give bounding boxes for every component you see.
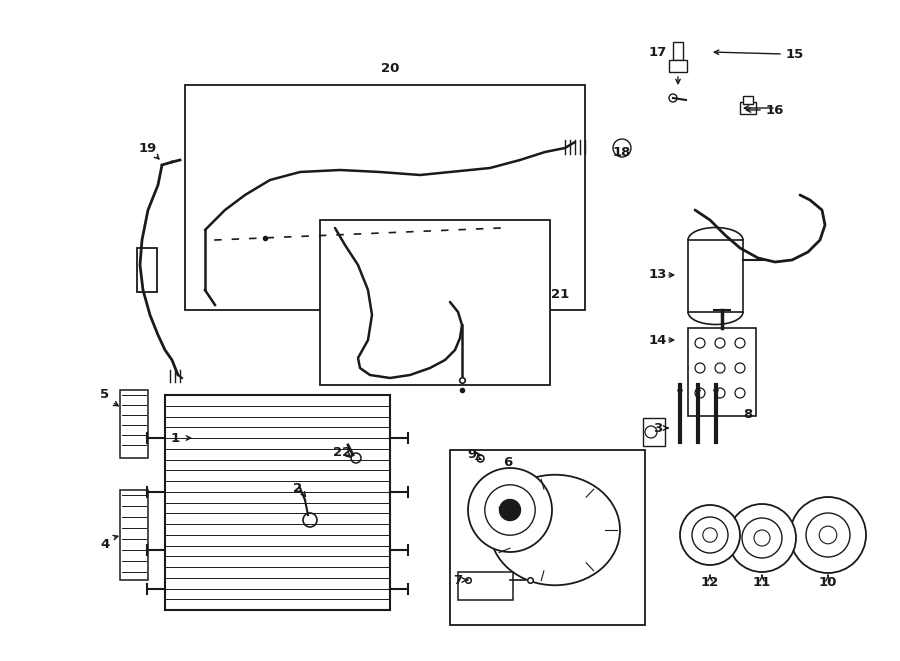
- Circle shape: [692, 517, 728, 553]
- Bar: [137, 248, 157, 292]
- Circle shape: [468, 468, 552, 552]
- Circle shape: [715, 338, 725, 348]
- Circle shape: [790, 497, 866, 573]
- Circle shape: [754, 530, 770, 546]
- Text: 15: 15: [786, 48, 804, 61]
- Circle shape: [680, 505, 740, 565]
- Circle shape: [806, 513, 850, 557]
- Circle shape: [703, 527, 717, 542]
- Circle shape: [728, 504, 796, 572]
- Circle shape: [645, 426, 657, 438]
- Bar: [643, 418, 665, 446]
- Text: 17: 17: [649, 46, 667, 59]
- Text: 6: 6: [503, 455, 513, 469]
- Circle shape: [735, 388, 745, 398]
- Text: 13: 13: [649, 268, 667, 282]
- Bar: [743, 96, 753, 104]
- Circle shape: [695, 388, 705, 398]
- Circle shape: [735, 363, 745, 373]
- Text: 21: 21: [551, 288, 569, 301]
- Bar: [458, 572, 513, 600]
- Circle shape: [485, 485, 536, 535]
- Bar: [740, 102, 756, 114]
- Text: 8: 8: [743, 408, 752, 422]
- Text: 3: 3: [653, 422, 662, 434]
- Circle shape: [735, 338, 745, 348]
- Circle shape: [819, 526, 837, 544]
- Bar: [673, 42, 683, 60]
- Text: 11: 11: [753, 576, 771, 588]
- Text: 9: 9: [467, 449, 477, 461]
- Ellipse shape: [490, 475, 620, 585]
- Circle shape: [715, 388, 725, 398]
- Text: 14: 14: [649, 334, 667, 346]
- Circle shape: [669, 94, 677, 102]
- Bar: [185, 85, 585, 310]
- Bar: [450, 450, 645, 625]
- Circle shape: [351, 453, 361, 463]
- Text: 1: 1: [170, 432, 180, 444]
- Circle shape: [695, 363, 705, 373]
- Circle shape: [500, 500, 520, 520]
- Circle shape: [695, 338, 705, 348]
- Circle shape: [613, 139, 631, 157]
- Text: 2: 2: [293, 481, 302, 494]
- Circle shape: [742, 518, 782, 558]
- Text: 22: 22: [333, 446, 351, 459]
- Text: 16: 16: [766, 104, 784, 116]
- Text: 5: 5: [101, 389, 110, 401]
- Bar: [669, 60, 687, 72]
- Text: 18: 18: [613, 145, 631, 159]
- Bar: [120, 390, 148, 458]
- Bar: [320, 220, 550, 385]
- Circle shape: [303, 513, 317, 527]
- Bar: [688, 240, 743, 312]
- Text: 19: 19: [139, 141, 158, 155]
- Text: 10: 10: [819, 576, 837, 588]
- Text: 7: 7: [454, 574, 463, 586]
- Text: 4: 4: [101, 539, 110, 551]
- Circle shape: [715, 363, 725, 373]
- Text: 20: 20: [381, 61, 400, 75]
- Bar: [688, 328, 756, 416]
- Bar: [120, 490, 148, 580]
- Text: 12: 12: [701, 576, 719, 588]
